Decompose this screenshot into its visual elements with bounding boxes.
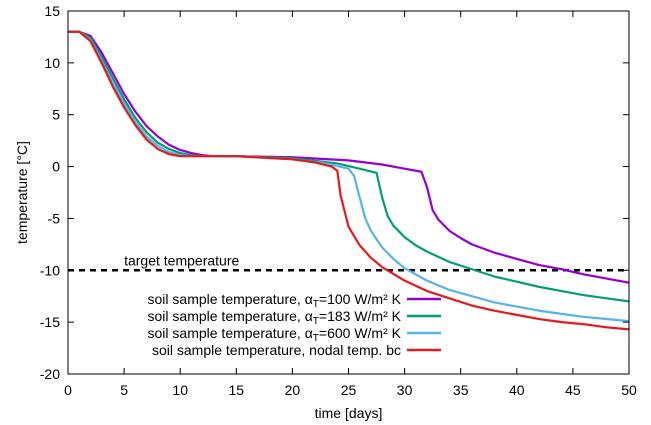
x-tick-label: 25 bbox=[341, 382, 357, 398]
y-axis-label: temperature [°C] bbox=[14, 141, 30, 244]
target-temperature-label: target temperature bbox=[124, 252, 239, 268]
legend-entry-label: soil sample temperature, αT=183 W/m² K bbox=[148, 308, 402, 327]
x-tick-label: 5 bbox=[120, 382, 128, 398]
legend-label-suffix: =100 W/m² K bbox=[319, 291, 402, 307]
x-tick-label: 0 bbox=[64, 382, 72, 398]
legend-label-prefix: soil sample temperature, α bbox=[148, 291, 313, 307]
legend-entry-label: soil sample temperature, αT=600 W/m² K bbox=[148, 325, 402, 344]
legend-label-subscript: T bbox=[313, 333, 319, 344]
series-line-1 bbox=[68, 30, 630, 284]
x-tick-label: 30 bbox=[397, 382, 413, 398]
y-tick-label: 15 bbox=[44, 3, 60, 19]
x-tick-label: 10 bbox=[172, 382, 188, 398]
plot-layer: target temperature bbox=[68, 30, 630, 331]
x-tick-label: 15 bbox=[229, 382, 245, 398]
y-tick-label: -5 bbox=[48, 210, 61, 226]
x-axis-label: time [days] bbox=[315, 405, 383, 421]
legend-label-subscript: T bbox=[313, 299, 319, 310]
legend-entry-label: soil sample temperature, αT=100 W/m² K bbox=[148, 291, 402, 310]
x-tick-label: 35 bbox=[453, 382, 469, 398]
series-line-2 bbox=[68, 30, 630, 303]
legend-label-suffix: =600 W/m² K bbox=[319, 325, 402, 341]
x-tick-label: 45 bbox=[565, 382, 581, 398]
legend-label-suffix: =183 W/m² K bbox=[319, 308, 402, 324]
y-tick-label: 10 bbox=[44, 55, 60, 71]
y-tick-label: -20 bbox=[40, 366, 60, 382]
legend-label-prefix: soil sample temperature, α bbox=[148, 308, 313, 324]
x-tick-label: 50 bbox=[621, 382, 637, 398]
legend-entry-label: soil sample temperature, nodal temp. bc bbox=[152, 342, 401, 358]
y-tick-label: 0 bbox=[52, 159, 60, 175]
axes-layer: 0 5 10 15 20 25 30 35 40 45 50 -20 -15 -10 -5 0 5 10 15 bbox=[40, 3, 637, 398]
x-tick-label: 40 bbox=[509, 382, 525, 398]
x-tick-label: 20 bbox=[285, 382, 301, 398]
y-tick-label: -15 bbox=[40, 314, 60, 330]
legend-label-subscript: T bbox=[313, 316, 319, 327]
series-line-4 bbox=[68, 30, 630, 331]
y-tick-label: 5 bbox=[52, 107, 60, 123]
legend-label-prefix: soil sample temperature, α bbox=[148, 325, 313, 341]
series-line-3 bbox=[68, 30, 630, 323]
legend: soil sample temperature, αT=100 W/m² Kso… bbox=[148, 291, 441, 358]
legend-label-prefix: soil sample temperature, nodal temp. bc bbox=[152, 342, 401, 358]
y-tick-label: -10 bbox=[40, 262, 60, 278]
